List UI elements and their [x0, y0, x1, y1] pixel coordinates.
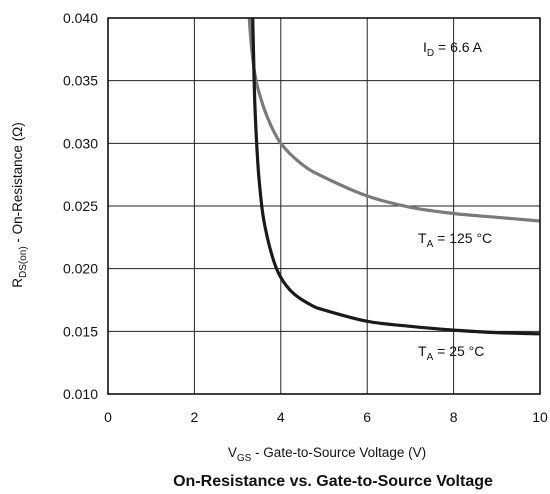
- series-line-25c: [251, 17, 541, 336]
- grid: [108, 18, 540, 394]
- x-tick-label: 6: [363, 409, 371, 425]
- x-tick-label: 0: [104, 409, 112, 425]
- y-axis-title: RDS(on) - On-Resistance (Ω): [10, 122, 29, 288]
- annotation-t25: TA = 25 °C: [418, 343, 484, 363]
- y-tick-label: 0.030: [63, 135, 98, 151]
- x-axis-title: VGS - Gate-to-Source Voltage (V): [228, 445, 426, 464]
- x-tick-label: 8: [450, 409, 458, 425]
- x-tick-labels: 0 2 4 6 8 10: [104, 409, 548, 425]
- x-tick-label: 2: [191, 409, 199, 425]
- chart-title: On-Resistance vs. Gate-to-Source Voltage: [173, 473, 493, 490]
- series-line-125c: [247, 17, 541, 223]
- series-group: [247, 17, 541, 336]
- y-tick-label: 0.020: [63, 261, 98, 277]
- y-tick-label: 0.015: [63, 323, 98, 339]
- y-tick-labels: 0.010 0.015 0.020 0.025 0.030 0.035 0.040: [63, 10, 98, 402]
- y-tick-label: 0.040: [63, 10, 98, 26]
- annotation-id: ID = 6.6 A: [423, 39, 483, 59]
- x-tick-label: 10: [532, 409, 548, 425]
- y-tick-label: 0.035: [63, 73, 98, 89]
- y-tick-label: 0.025: [63, 198, 98, 214]
- y-tick-label: 0.010: [63, 386, 98, 402]
- annotation-t125: TA = 125 °C: [418, 230, 492, 250]
- plot-frame: [107, 17, 541, 395]
- x-tick-label: 4: [277, 409, 285, 425]
